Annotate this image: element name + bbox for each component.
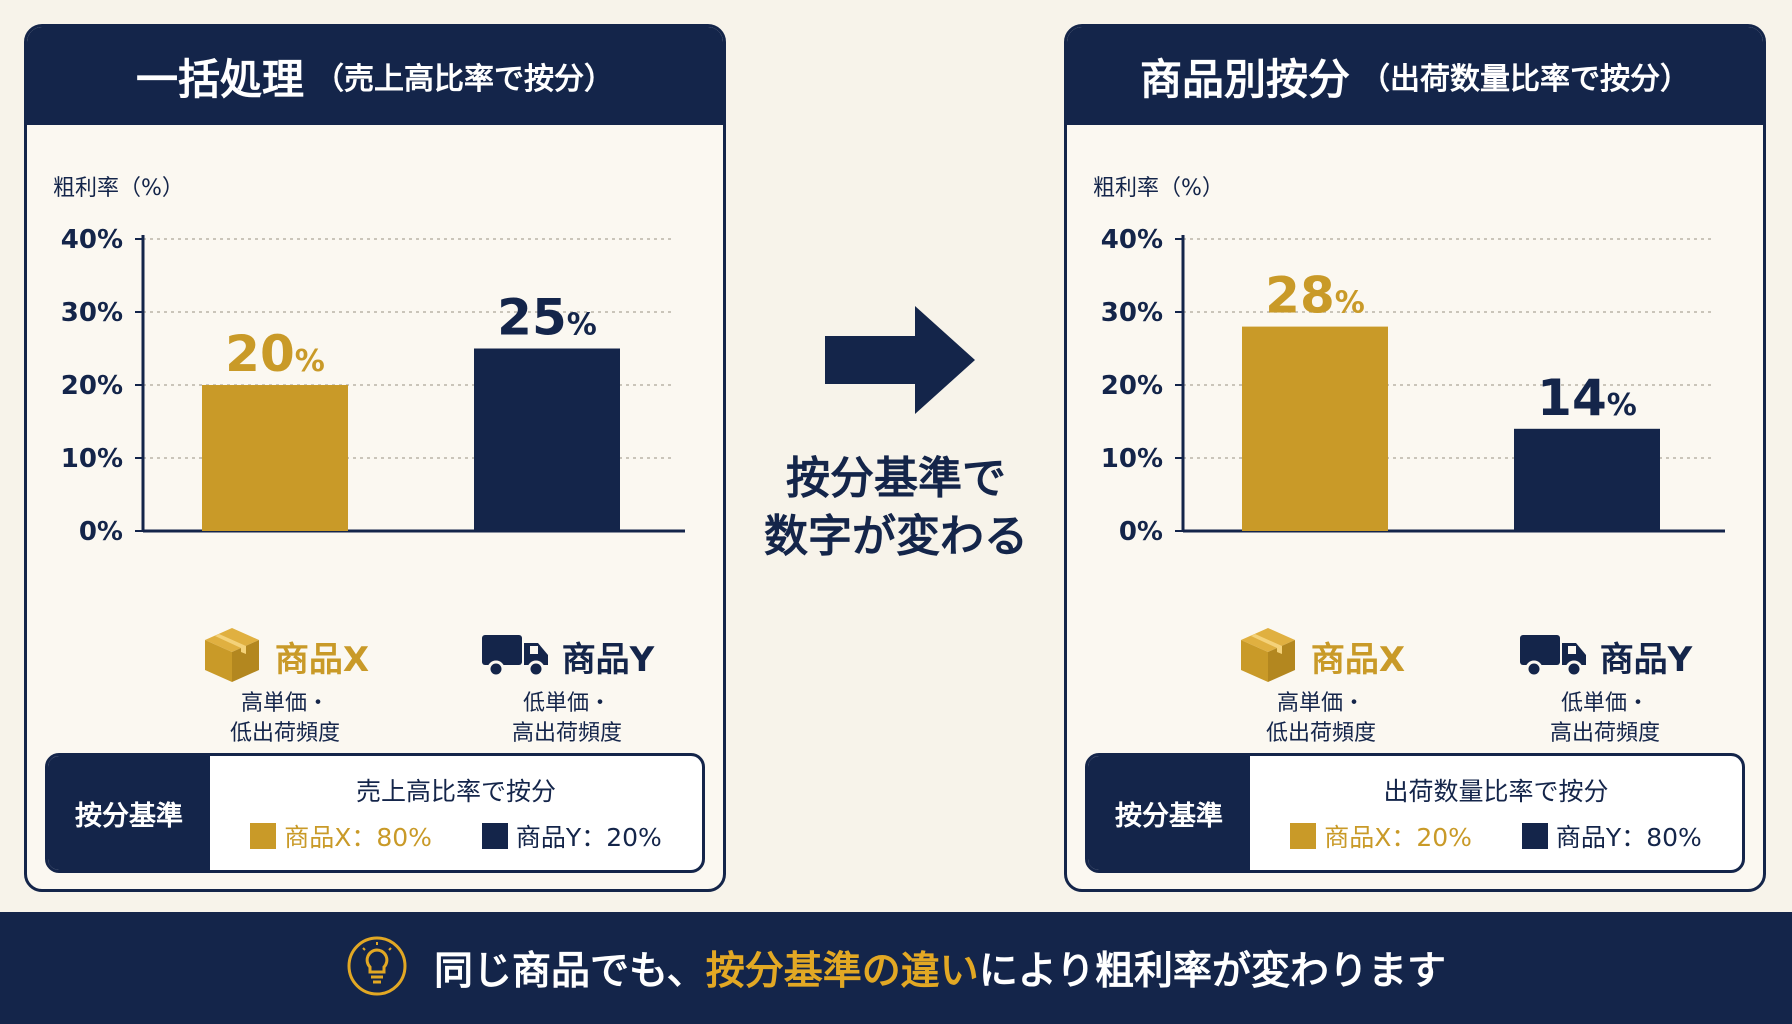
left-data-label-unit: %: [295, 344, 325, 379]
right-y-tick-label: 0%: [1119, 517, 1163, 547]
right-panel-subtitle: （出荷数量比率で按分）: [1360, 62, 1690, 97]
right-basis-title: 出荷数量比率で按分: [1383, 777, 1609, 806]
left-product-y-desc: 低単価・ 高出荷頻度: [511, 691, 622, 746]
box-icon: [1237, 624, 1299, 688]
left-product-x: 商品X 高単価・ 低出荷頻度: [165, 625, 405, 749]
lightbulb-icon: [346, 935, 408, 1001]
gold-swatch: [1290, 823, 1317, 849]
left-data-label-y: 25%: [497, 289, 597, 347]
right-data-label-unit: %: [1607, 388, 1637, 423]
left-product-y: 商品Y 低単価・ 高出荷頻度: [447, 625, 687, 749]
left-y-tick-label: 10%: [61, 444, 123, 474]
navy-swatch: [481, 823, 508, 849]
footer-banner: 同じ商品でも、按分基準の違いにより粗利率が変わります: [0, 912, 1792, 1024]
left-product-x-desc: 高単価・ 低出荷頻度: [229, 691, 340, 746]
right-product-x: 商品X 高単価・ 低出荷頻度: [1201, 625, 1441, 749]
right-panel-title: 商品別按分: [1139, 54, 1350, 104]
right-arrow-icon: [811, 306, 981, 424]
left-basis-box: 按分基準 売上高比率で按分 商品X：80% 商品Y：20%: [45, 753, 705, 873]
right-y-axis-label: 粗利率（%）: [1093, 176, 1224, 201]
right-data-label-y: 14%: [1537, 369, 1637, 427]
right-y-tick-label: 20%: [1101, 371, 1163, 401]
right-basis-item-x: 商品X：20%: [1290, 818, 1472, 854]
box-icon: [201, 624, 263, 688]
truck-icon: [480, 631, 550, 681]
right-y-tick-label: 30%: [1101, 298, 1163, 328]
right-basis-label: 按分基準: [1088, 756, 1250, 870]
right-data-label-x: 28%: [1265, 267, 1365, 325]
right-product-y-desc: 低単価・ 高出荷頻度: [1549, 691, 1660, 746]
footer-text: 同じ商品でも、按分基準の違いにより粗利率が変わります: [434, 940, 1446, 996]
left-panel-subtitle: （売上高比率で按分）: [314, 62, 614, 97]
right-panel: 商品別按分 （出荷数量比率で按分） 粗利率（%） 0% 10% 20% 30% 40% 28…: [1064, 24, 1766, 892]
truck-icon: [1518, 631, 1588, 681]
right-panel-header: 商品別按分 （出荷数量比率で按分）: [1067, 27, 1763, 125]
footer-text-highlight: 按分基準の違い: [705, 949, 979, 994]
right-bar-y: [1514, 428, 1660, 531]
left-bar-chart: 粗利率（%） 0% 10% 20% 30% 40% 20% 25%: [53, 176, 685, 547]
right-product-x-name: 商品X: [1310, 639, 1406, 680]
left-data-label-x: 20%: [225, 325, 325, 383]
right-basis-item-y: 商品Y：80%: [1521, 818, 1702, 854]
footer-text-before: 同じ商品でも、: [433, 949, 706, 994]
middle-section: 按分基準で 数字が変わる: [748, 300, 1044, 566]
left-y-tick-label: 0%: [79, 517, 123, 547]
left-panel-title: 一括処理: [135, 54, 304, 104]
right-basis-y-text: 商品Y：80%: [1555, 823, 1702, 852]
right-y-tick-label: 10%: [1101, 444, 1163, 474]
right-basis-box: 按分基準 出荷数量比率で按分 商品X：20% 商品Y：80%: [1085, 753, 1745, 873]
left-basis-title: 売上高比率で按分: [355, 777, 556, 806]
right-data-label-unit: %: [1335, 286, 1365, 321]
left-y-axis-label: 粗利率（%）: [53, 176, 184, 201]
middle-text: 按分基準で 数字が変わる: [764, 453, 1028, 562]
left-bar-x: [202, 385, 348, 531]
left-panel-header: 一括処理 （売上高比率で按分）: [27, 27, 723, 125]
right-product-y-name: 商品Y: [1599, 639, 1693, 680]
left-basis-item-y: 商品Y：20%: [481, 818, 662, 854]
left-y-tick-label: 30%: [61, 298, 123, 328]
left-basis-y-text: 商品Y：20%: [515, 823, 662, 852]
left-basis-label: 按分基準: [48, 756, 210, 870]
left-basis-item-x: 商品X：80%: [250, 818, 432, 854]
left-basis-x-text: 商品X：80%: [284, 823, 432, 852]
left-panel: 一括処理 （売上高比率で按分） 粗利率（%） 0% 10% 20% 30% 40% 20% 2…: [24, 24, 726, 892]
left-y-tick-label: 20%: [61, 371, 123, 401]
footer-text-after: により粗利率が変わります: [978, 949, 1447, 994]
left-product-x-name: 商品X: [274, 639, 370, 680]
left-data-label-unit: %: [567, 308, 597, 343]
navy-swatch: [1521, 823, 1548, 849]
left-bar-y: [474, 348, 620, 531]
right-bar-x: [1242, 326, 1388, 531]
right-bar-chart: 粗利率（%） 0% 10% 20% 30% 40% 28% 14%: [1093, 176, 1725, 547]
right-basis-x-text: 商品X：20%: [1324, 823, 1472, 852]
right-product-y: 商品Y 低単価・ 高出荷頻度: [1485, 625, 1725, 749]
left-y-tick-label: 40%: [61, 225, 123, 255]
right-product-x-desc: 高単価・ 低出荷頻度: [1265, 691, 1376, 746]
right-y-tick-label: 40%: [1101, 225, 1163, 255]
gold-swatch: [250, 823, 277, 849]
left-product-y-name: 商品Y: [561, 639, 655, 680]
